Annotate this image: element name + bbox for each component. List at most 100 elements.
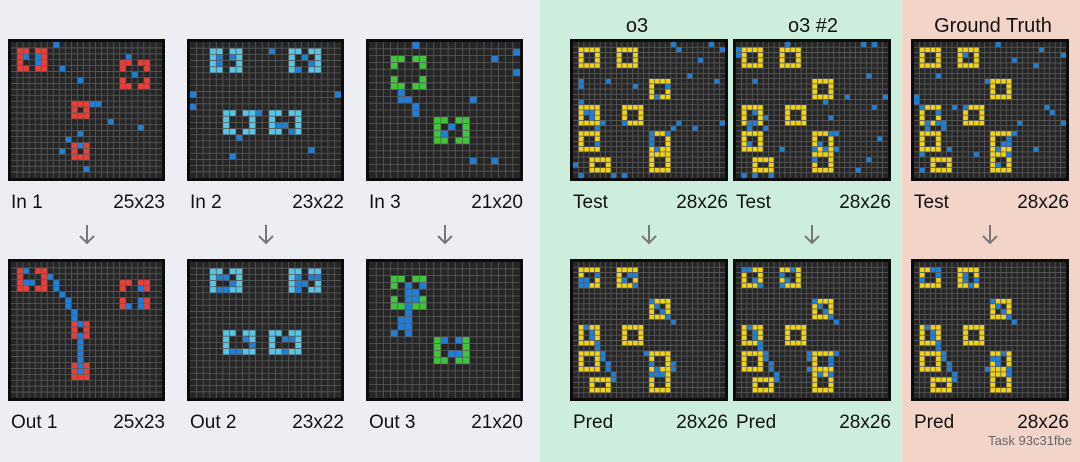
grid-cell — [649, 151, 655, 158]
grid-cell — [47, 273, 54, 280]
grid-cell — [578, 172, 584, 178]
grid-cell — [275, 122, 282, 129]
grid-cell — [946, 361, 952, 367]
grid-cell — [600, 387, 606, 393]
grid-cell — [935, 73, 942, 79]
grid-cell — [71, 327, 78, 333]
grid-cell — [649, 377, 655, 383]
grid-cell — [665, 377, 671, 383]
grid-cell — [919, 136, 925, 142]
grid-cell — [1033, 146, 1039, 152]
grid-cell — [589, 382, 595, 388]
grid-cell — [638, 330, 644, 336]
grid-cell — [275, 348, 282, 355]
grid-cell — [812, 309, 818, 315]
grid-cell — [1000, 167, 1007, 173]
grid-cell — [594, 146, 601, 152]
grid-cell — [125, 83, 132, 90]
grid-cell — [390, 302, 398, 310]
grid-cell — [242, 128, 250, 135]
grid-cell — [621, 277, 628, 283]
grid-cell — [119, 77, 126, 84]
grid-cell — [1000, 350, 1007, 357]
grid-cell — [627, 272, 633, 278]
grid-cell — [632, 340, 639, 346]
grid-cell — [288, 330, 296, 337]
grid-cell — [578, 356, 584, 362]
grid-cell — [935, 47, 942, 53]
grid-cell — [649, 361, 655, 367]
grid-cell — [216, 66, 223, 73]
grid-cell — [817, 151, 823, 158]
grid-cell — [866, 157, 872, 163]
grid-cell — [638, 120, 644, 126]
grid-cell — [990, 382, 996, 388]
grid-cell — [632, 47, 639, 53]
grid-cell — [763, 115, 769, 121]
grid-cell — [801, 115, 807, 121]
grid-cell — [741, 62, 747, 69]
grid-cell — [17, 267, 24, 274]
grid-cell — [930, 157, 936, 163]
grid-cell — [649, 94, 655, 100]
grid-cell — [654, 298, 660, 304]
grid-cell — [125, 303, 132, 310]
grid-cell — [817, 350, 823, 357]
grid-cell — [59, 148, 66, 155]
grid-cell — [1006, 382, 1012, 388]
grid-cell — [469, 157, 477, 165]
grid-cell — [600, 377, 606, 383]
grid-cell — [1006, 356, 1012, 362]
grid-cell — [935, 330, 942, 336]
grid-cell — [779, 57, 785, 63]
grid-cell — [594, 361, 601, 367]
grid-cell — [659, 298, 666, 304]
grid-cell — [752, 340, 758, 346]
grid-cell — [35, 65, 42, 72]
grid-cell — [649, 382, 655, 388]
grid-cell — [990, 78, 996, 84]
grid-cell — [757, 340, 764, 346]
grid-cell — [935, 377, 942, 383]
grid-cell — [242, 110, 250, 117]
grid-cell — [752, 366, 758, 372]
grid-cell — [41, 267, 48, 274]
grid-cell — [784, 104, 791, 110]
grid-cell — [589, 377, 595, 383]
grid-cell — [752, 172, 758, 178]
grid-cell — [995, 387, 1001, 393]
grid-cell — [125, 59, 132, 66]
grid-cell — [719, 47, 725, 53]
grid-cell — [935, 267, 942, 273]
grid-cell — [946, 366, 952, 372]
grid-cell — [746, 350, 753, 357]
grid-cell — [768, 167, 774, 173]
grid-cell — [935, 52, 942, 58]
grid-cell — [919, 110, 925, 116]
grid-cell — [768, 162, 774, 168]
grid-cell — [665, 136, 671, 142]
grid-cell — [919, 52, 925, 58]
grid-cell — [962, 115, 969, 121]
down-arrow-icon — [639, 224, 659, 246]
grid-cell — [736, 52, 742, 58]
grid-cell — [1038, 47, 1045, 53]
grid-cell — [35, 59, 42, 66]
grid-cell — [600, 167, 606, 173]
grid-cell — [790, 267, 796, 273]
grid-cell — [295, 110, 302, 117]
grid-cell — [665, 167, 671, 173]
grid-cell — [768, 366, 774, 372]
header-o3: o3 — [625, 15, 649, 37]
grid-cell — [665, 387, 671, 393]
grid-cell — [924, 267, 931, 273]
grid-cell — [397, 316, 405, 324]
input-grid-5 — [733, 39, 891, 181]
grid-cell — [632, 272, 639, 278]
grid-cell — [763, 125, 769, 131]
grid-cell — [1006, 130, 1012, 137]
grid-cell — [119, 297, 126, 304]
grid-cell — [83, 374, 90, 381]
grid-cell — [222, 128, 230, 135]
grid-cell — [314, 48, 322, 55]
